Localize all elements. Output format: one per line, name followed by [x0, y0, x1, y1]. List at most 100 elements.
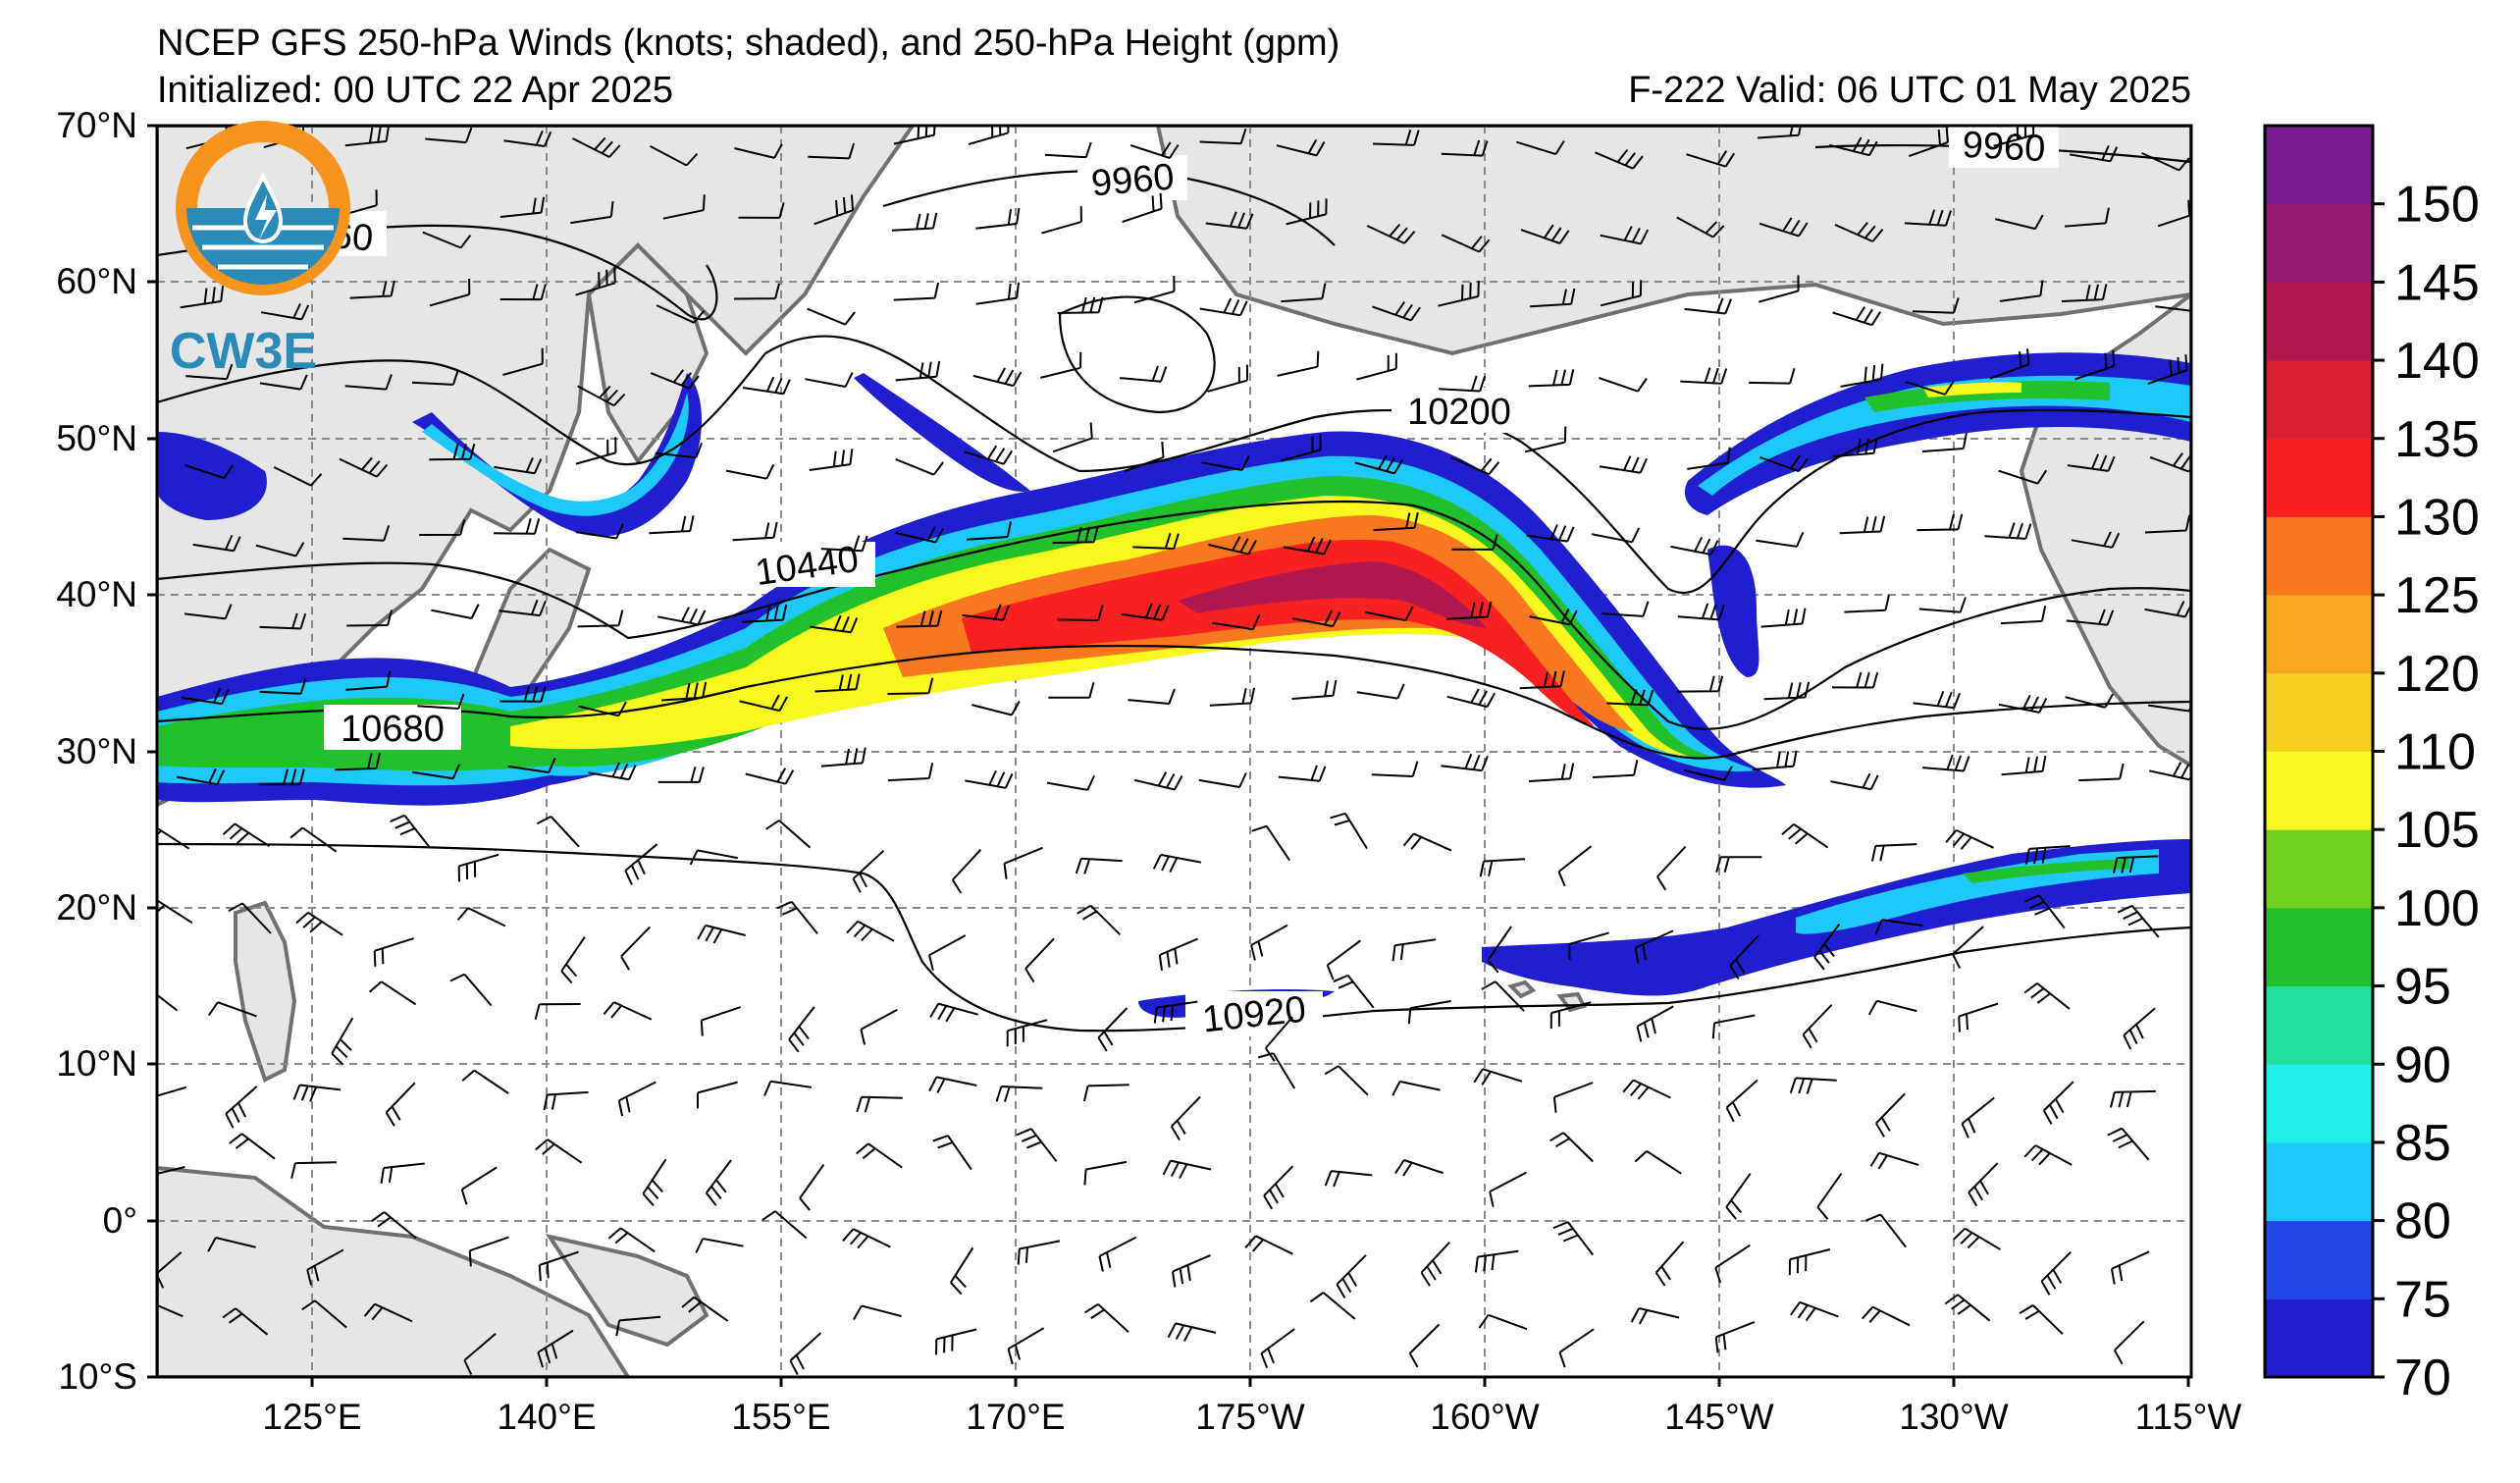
- wind-barb: [273, 466, 323, 487]
- wind-barb: [461, 1069, 509, 1094]
- wind-barb: [429, 443, 476, 461]
- wind-barb: [846, 920, 895, 942]
- jet-subtropic-100: [1963, 859, 2129, 883]
- wind-barb: [971, 701, 1021, 716]
- wind-barb: [1441, 139, 1489, 157]
- wind-barb: [820, 747, 866, 768]
- wind-barb: [1865, 1213, 1907, 1248]
- wind-barb: [457, 853, 499, 882]
- wind-barb: [1017, 1240, 1061, 1265]
- jet-main-145: [1178, 561, 1487, 628]
- wind-barb: [1170, 1095, 1201, 1141]
- wind-barb: [2023, 1144, 2073, 1166]
- wind-barb: [1260, 1328, 1295, 1369]
- wind-barb: [1333, 974, 1375, 1009]
- wind-barb: [1132, 533, 1180, 550]
- colorbar-label: 110: [2394, 724, 2476, 781]
- wind-barb: [852, 850, 885, 893]
- wind-barb: [1904, 209, 1952, 227]
- wind-barb: [853, 1304, 902, 1320]
- wind-barb: [1201, 455, 1250, 471]
- wind-barb: [344, 126, 391, 147]
- wind-barb: [1760, 608, 1807, 628]
- colorbar-label: 130: [2394, 489, 2480, 546]
- wind-barb: [572, 136, 621, 158]
- wind-barb: [1756, 531, 1805, 548]
- wind-barb: [1167, 1322, 1217, 1342]
- wind-barb: [1324, 1170, 1373, 1188]
- wind-barb: [1281, 283, 1327, 303]
- wind-barb: [1684, 297, 1733, 315]
- wind-barb: [1263, 1165, 1294, 1210]
- colorbar-label: 95: [2394, 959, 2451, 1016]
- wind-barb: [2107, 1127, 2150, 1161]
- wind-barb: [624, 843, 658, 886]
- wind-barb: [1529, 608, 1578, 626]
- wind-barb: [2024, 894, 2066, 929]
- wind-barb: [229, 1133, 276, 1160]
- wind-barb: [1519, 670, 1565, 690]
- colorbar-swatch: [2265, 126, 2373, 205]
- wind-barb: [1373, 130, 1420, 146]
- wind-barb: [228, 902, 272, 934]
- lon-label-155e: 155°E: [731, 1397, 830, 1437]
- wind-barb: [1680, 367, 1728, 385]
- wind-barb: [2024, 845, 2071, 865]
- wind-barb: [1867, 999, 1917, 1016]
- wind-barb: [1446, 601, 1493, 620]
- colorbar-label: 70: [2394, 1350, 2451, 1406]
- wind-barb: [157, 1303, 184, 1318]
- wind-barb: [1862, 1305, 1911, 1327]
- wind-barb: [809, 449, 854, 471]
- wind-barb: [429, 278, 471, 307]
- lat-label-0: 0°: [103, 1200, 137, 1241]
- wind-barb: [1591, 527, 1641, 544]
- land-new-guinea: [545, 1233, 709, 1348]
- wind-barb: [290, 1161, 337, 1179]
- wind-barb: [390, 814, 431, 849]
- wind-barb: [493, 517, 541, 535]
- wind-barb: [1816, 1173, 1843, 1220]
- wind-barb: [1199, 297, 1248, 317]
- wind-barb: [1869, 1151, 1919, 1170]
- wind-barb: [1124, 442, 1165, 472]
- wind-barb: [346, 609, 394, 627]
- wind-barb: [661, 681, 708, 702]
- wind-barb: [507, 758, 556, 773]
- wind-barb: [2111, 1250, 2150, 1285]
- wind-barb: [1473, 1068, 1523, 1086]
- lat-label-40n: 40°N: [56, 574, 137, 614]
- wind-barb: [1998, 469, 2048, 485]
- wind-barb: [739, 694, 788, 713]
- colorbar-swatch: [2265, 595, 2373, 674]
- wind-barb: [1052, 422, 1093, 453]
- wind-barb: [1371, 761, 1419, 777]
- wind-barb: [1802, 1004, 1833, 1049]
- wind-barb: [842, 1228, 891, 1249]
- wind-barb: [456, 907, 506, 927]
- wind-barb: [657, 767, 705, 783]
- wind-barb: [763, 1080, 813, 1096]
- colorbar-swatch: [2265, 360, 2373, 440]
- wind-barb: [2148, 762, 2191, 781]
- wind-barb: [1945, 828, 1994, 850]
- wind-barb: [805, 372, 854, 388]
- wind-barb: [1006, 1019, 1048, 1047]
- wind-barb: [695, 1238, 744, 1253]
- wind-barb: [1552, 1221, 1594, 1256]
- wind-barb: [1336, 1254, 1367, 1298]
- wind-barb: [1207, 364, 1248, 393]
- wind-barb: [1958, 1002, 1999, 1033]
- wind-barb: [1441, 753, 1489, 772]
- wind-barb: [1654, 1241, 1685, 1287]
- wind-barb: [295, 911, 343, 936]
- wind-barb: [225, 1086, 258, 1129]
- wind-barb: [1057, 296, 1104, 314]
- wind-barb: [1677, 603, 1725, 621]
- wind-barb: [615, 1315, 661, 1337]
- wind-barb: [642, 1158, 667, 1206]
- wind-barb: [1044, 141, 1092, 159]
- wind-barb: [1922, 754, 1970, 772]
- wind-barb: [962, 604, 1011, 621]
- contour-label-1: 9960: [1089, 156, 1176, 204]
